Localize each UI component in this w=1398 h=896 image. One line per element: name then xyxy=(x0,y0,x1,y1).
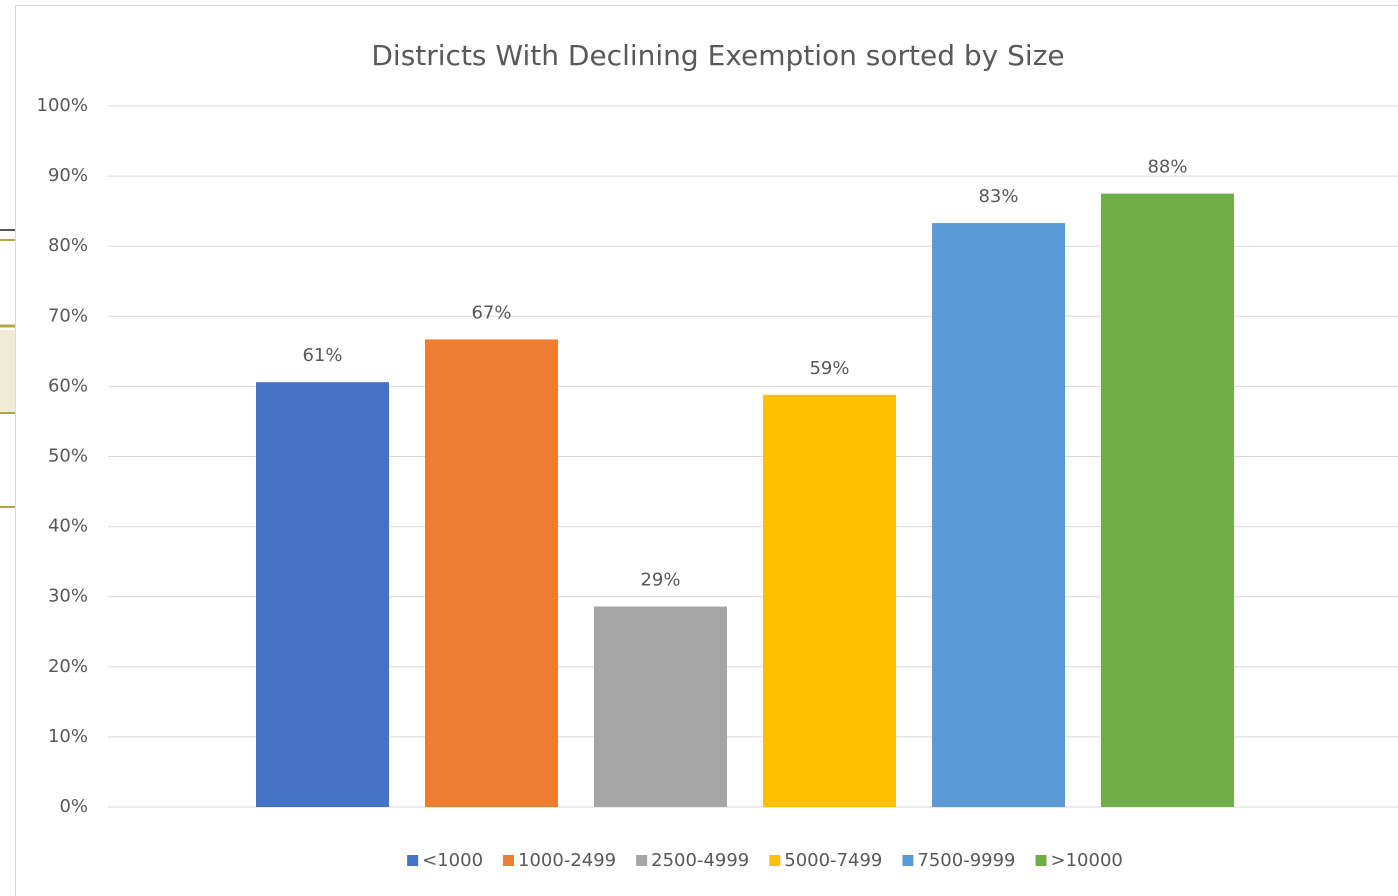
y-tick-label: 20% xyxy=(48,656,88,677)
legend-label: <1000 xyxy=(422,850,483,871)
y-tick-label: 60% xyxy=(48,375,88,396)
legend-label: 5000-7499 xyxy=(784,850,882,871)
value-label: 67% xyxy=(471,302,511,323)
y-tick-label: 40% xyxy=(48,516,88,537)
chart-title: Districts With Declining Exemption sorte… xyxy=(371,39,1064,72)
y-tick-label: 10% xyxy=(48,726,88,747)
bar xyxy=(425,339,558,807)
background-decoration xyxy=(0,229,16,508)
legend-label: 2500-4999 xyxy=(651,850,749,871)
value-label: 29% xyxy=(640,570,680,591)
bar xyxy=(932,223,1065,807)
value-label: 61% xyxy=(302,345,342,366)
bar xyxy=(594,606,727,807)
legend-swatch xyxy=(407,855,419,866)
legend-swatch xyxy=(503,855,515,866)
legend-label: 7500-9999 xyxy=(917,850,1015,871)
value-label: 59% xyxy=(809,358,849,379)
y-tick-label: 100% xyxy=(37,95,88,116)
bar xyxy=(256,382,389,807)
legend-label: >10000 xyxy=(1051,850,1123,871)
y-tick-label: 80% xyxy=(48,235,88,256)
y-tick-label: 0% xyxy=(59,796,88,817)
y-tick-label: 70% xyxy=(48,305,88,326)
y-tick-label: 50% xyxy=(48,446,88,467)
value-label: 88% xyxy=(1147,157,1187,178)
legend-swatch xyxy=(636,855,648,866)
y-tick-label: 90% xyxy=(48,165,88,186)
y-tick-label: 30% xyxy=(48,586,88,607)
bar xyxy=(1101,193,1234,807)
legend-label: 1000-2499 xyxy=(518,850,616,871)
bar xyxy=(763,394,896,807)
legend-swatch xyxy=(1035,855,1047,866)
value-label: 83% xyxy=(978,186,1018,207)
legend-swatch xyxy=(769,855,781,866)
legend-swatch xyxy=(902,855,914,866)
